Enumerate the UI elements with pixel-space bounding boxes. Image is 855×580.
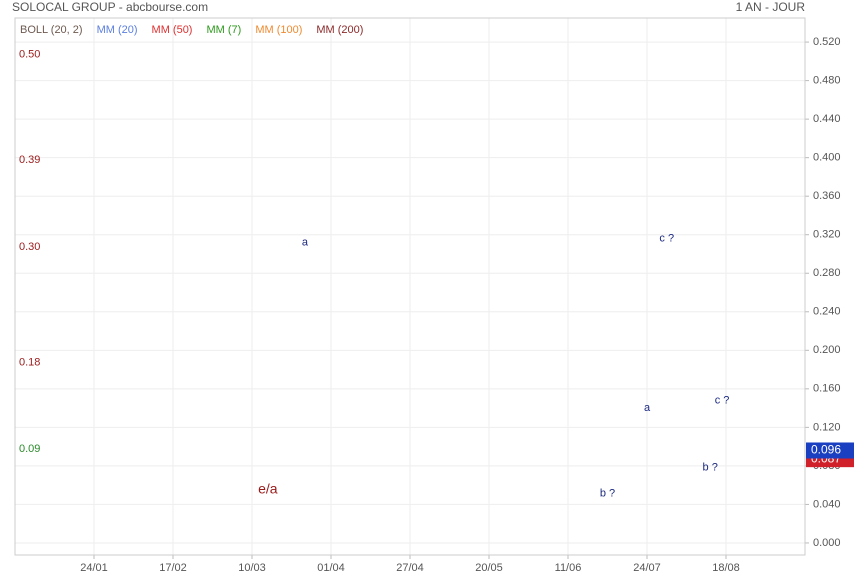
annotation: a (644, 402, 651, 414)
y-tick-label: 0.160 (813, 383, 841, 395)
price-tag (806, 442, 854, 459)
y-tick-label: 0.040 (813, 498, 841, 510)
annotation: e/a (258, 481, 278, 497)
y-tick-label: 0.400 (813, 152, 841, 164)
legend-entry: MM (20) (97, 24, 138, 36)
plot-frame (14, 17, 806, 556)
annotation: b ? (600, 488, 615, 500)
y-tick-label: 0.520 (813, 36, 841, 48)
y-tick-label: 0.000 (813, 537, 841, 549)
legend-entry: MM (100) (255, 24, 302, 36)
x-tick-label: 10/03 (238, 562, 266, 574)
x-tick-label: 24/07 (633, 562, 661, 574)
y-tick-label: 0.360 (813, 190, 841, 202)
legend-entry: MM (7) (206, 24, 241, 36)
level-label: 0.09 (19, 443, 40, 455)
legend-entry: MM (50) (152, 24, 193, 36)
price-tag-label: 0.096 (811, 443, 841, 457)
x-tick-label: 01/04 (317, 562, 345, 574)
chart-title: SOLOCAL GROUP - abcbourse.com (12, 0, 208, 14)
plot-background (15, 18, 805, 555)
y-tick-label: 0.480 (813, 75, 841, 87)
y-tick-label: 0.320 (813, 229, 841, 241)
x-tick-label: 20/05 (475, 562, 503, 574)
overlay: 0.0000.0400.0800.1200.1600.2000.2400.280… (19, 24, 854, 574)
level-label: 0.30 (19, 241, 40, 253)
y-tick-label: 0.440 (813, 113, 841, 125)
y-tick-label: 0.120 (813, 421, 841, 433)
y-tick-label: 0.280 (813, 267, 841, 279)
annotation: b ? (703, 462, 718, 474)
level-label: 0.18 (19, 356, 40, 368)
x-tick-label: 27/04 (396, 562, 424, 574)
legend-entry: BOLL (20, 2) (20, 24, 83, 36)
x-tick-label: 18/08 (712, 562, 740, 574)
x-tick-label: 11/06 (555, 562, 582, 574)
annotation: c ? (715, 394, 730, 406)
annotation: c ? (659, 232, 674, 244)
level-label: 0.39 (19, 154, 40, 166)
x-tick-label: 17/02 (159, 562, 187, 574)
y-tick-label: 0.200 (813, 344, 841, 356)
legend-entry: MM (200) (316, 24, 363, 36)
level-label: 0.50 (19, 48, 40, 60)
annotation: a (302, 236, 309, 248)
x-tick-label: 24/01 (80, 562, 108, 574)
period: 1 AN - JOUR (736, 0, 806, 14)
y-tick-label: 0.240 (813, 306, 841, 318)
